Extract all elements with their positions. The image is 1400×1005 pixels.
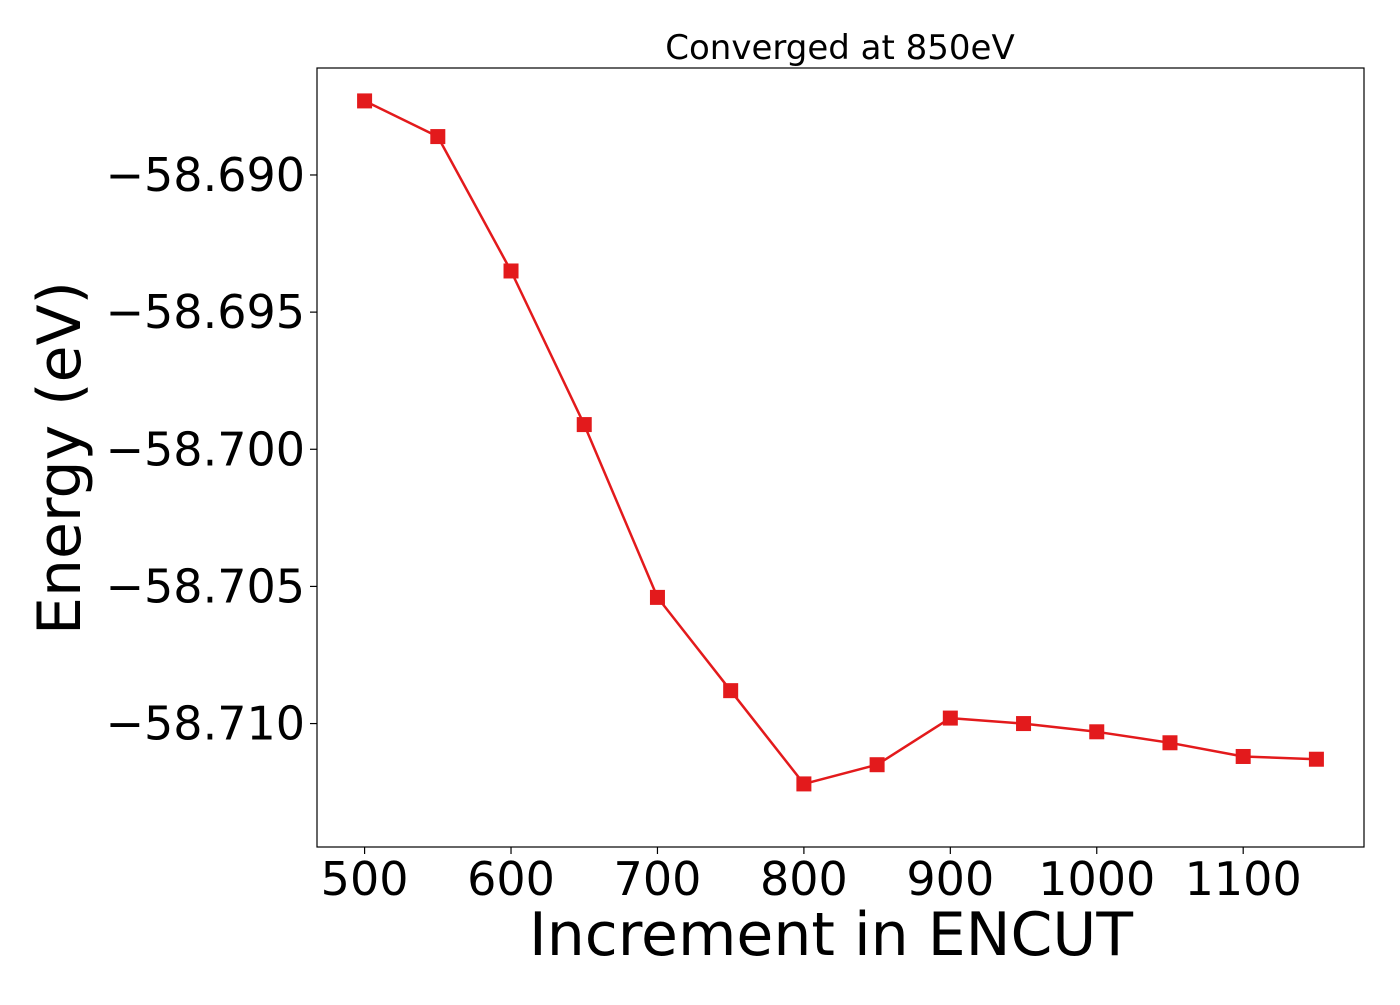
y-tick-label: −58.705 (106, 559, 306, 613)
x-tick-label: 1100 (1185, 852, 1302, 906)
data-point (1016, 716, 1032, 732)
data-point (430, 129, 446, 145)
x-tick-label: 800 (760, 852, 848, 906)
data-point (723, 683, 739, 699)
y-tick-label: −58.700 (106, 422, 306, 476)
x-tick-label: 1000 (1038, 852, 1155, 906)
data-point (869, 757, 885, 773)
y-axis-label: Energy (eV) (25, 281, 95, 635)
data-point (1235, 748, 1251, 764)
plot-area: 500 600 700 800 900 1000 1100 −58.690 −58.695 −58… (106, 67, 1365, 906)
x-axis-label: Increment in ENCUT (529, 900, 1133, 970)
y-tick-label: −58.695 (106, 285, 306, 339)
x-tick-label: 500 (321, 852, 409, 906)
data-point (942, 710, 958, 726)
x-tick-label: 700 (614, 852, 702, 906)
x-tick-label: 900 (906, 852, 994, 906)
plot-frame (316, 67, 1365, 848)
data-point (1308, 751, 1324, 767)
data-point (1089, 724, 1105, 740)
data-point (503, 263, 519, 279)
data-point (649, 589, 665, 605)
data-point (576, 417, 592, 433)
x-tick-label: 600 (467, 852, 555, 906)
data-point (1162, 735, 1178, 751)
series-line (364, 99, 1317, 786)
y-tick-label: −58.690 (106, 148, 306, 202)
data-point (357, 93, 373, 109)
data-point (796, 776, 812, 792)
y-tick-label: −58.710 (106, 697, 306, 751)
chart-title: Converged at 850eV (665, 28, 1014, 68)
